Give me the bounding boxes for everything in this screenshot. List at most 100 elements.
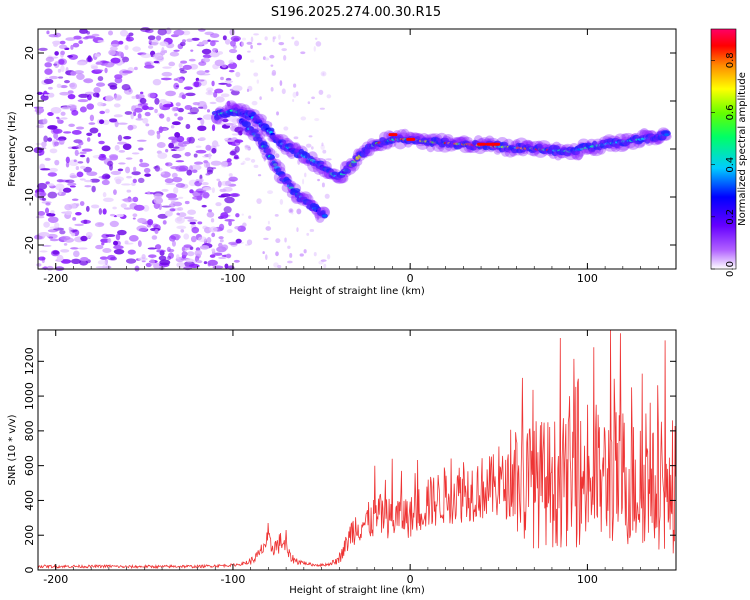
- noise-blob: [256, 79, 260, 84]
- noise-blob: [122, 70, 133, 74]
- noise-blob: [136, 139, 147, 142]
- noise-blob: [284, 237, 287, 243]
- noise-blob: [315, 41, 322, 47]
- noise-blob: [197, 221, 203, 225]
- noise-blob: [246, 88, 250, 92]
- trace-body: [326, 168, 334, 173]
- noise-blob: [274, 153, 280, 159]
- noise-blob: [132, 217, 136, 220]
- noise-blob: [176, 212, 180, 216]
- noise-blob: [321, 182, 325, 188]
- noise-blob: [142, 105, 149, 111]
- noise-blob: [202, 104, 208, 110]
- noise-blob: [291, 36, 295, 40]
- noise-blob: [42, 244, 52, 247]
- noise-blob: [271, 69, 277, 76]
- noise-blob: [38, 256, 46, 261]
- noise-blob: [124, 242, 134, 245]
- noise-blob: [71, 258, 81, 265]
- colorbar: 0.0 0.2 0.4 0.6 0.8 Normalized spectral ampl…: [710, 28, 748, 277]
- noise-blob: [207, 209, 213, 213]
- noise-blob: [71, 130, 82, 135]
- noise-blob: [233, 37, 240, 42]
- noise-blob: [137, 113, 142, 120]
- noise-blob: [116, 51, 124, 57]
- noise-blob: [58, 188, 62, 195]
- noise-blob: [229, 88, 234, 92]
- noise-blob: [185, 123, 191, 130]
- noise-blob: [65, 179, 75, 184]
- noise-blob: [74, 223, 84, 227]
- noise-blob: [155, 35, 162, 41]
- noise-blob: [80, 256, 89, 262]
- noise-blob: [184, 151, 191, 157]
- noise-blob: [94, 53, 101, 58]
- noise-blob: [98, 119, 105, 125]
- noise-blob: [221, 244, 229, 251]
- noise-blob: [244, 157, 251, 161]
- noise-blob: [116, 141, 127, 145]
- noise-blob: [113, 103, 121, 108]
- noise-blob: [85, 205, 90, 212]
- noise-blob: [161, 71, 173, 77]
- noise-blob: [115, 233, 121, 241]
- noise-blob: [209, 101, 217, 105]
- noise-blob: [75, 166, 80, 171]
- noise-blob: [183, 233, 190, 240]
- noise-blob: [181, 94, 186, 100]
- noise-blob: [190, 164, 202, 171]
- noise-blob: [133, 204, 145, 211]
- noise-blob: [201, 182, 209, 186]
- noise-blob: [173, 187, 179, 194]
- noise-blob: [284, 137, 291, 142]
- noise-blob: [171, 121, 181, 126]
- noise-blob: [153, 60, 160, 64]
- noise-blob: [192, 195, 203, 200]
- noise-blob: [179, 70, 188, 74]
- noise-blob: [168, 142, 175, 149]
- trace-peak: [406, 137, 416, 141]
- noise-blob: [234, 145, 240, 153]
- noise-blob: [211, 147, 217, 154]
- noise-blob: [212, 265, 224, 269]
- noise-blob: [84, 179, 93, 183]
- noise-blob: [206, 87, 214, 92]
- noise-blob: [98, 208, 103, 215]
- noise-blob: [95, 266, 107, 269]
- noise-blob: [222, 118, 229, 123]
- noise-blob: [278, 34, 281, 40]
- noise-blob: [109, 220, 119, 228]
- noise-blob: [171, 153, 182, 159]
- noise-blob: [178, 62, 183, 68]
- snr-x-ticks: -200 -100 0 100: [37, 330, 677, 586]
- snr-y-tick-label: 200: [23, 525, 36, 546]
- noise-blob: [46, 212, 56, 217]
- noise-blob: [230, 193, 241, 198]
- noise-blob: [320, 259, 327, 262]
- snr-x-tick-label: -100: [220, 573, 245, 586]
- noise-blob: [132, 178, 137, 184]
- noise-blob: [273, 150, 278, 155]
- noise-blob: [198, 178, 203, 184]
- noise-blob: [259, 96, 262, 101]
- colorbar-label: Normalized spectral amplitude: [737, 72, 748, 226]
- noise-blob: [220, 212, 229, 219]
- noise-blob: [218, 256, 227, 260]
- noise-blob: [67, 182, 77, 186]
- noise-blob: [224, 180, 232, 186]
- noise-blob: [190, 235, 197, 243]
- noise-blob: [244, 147, 251, 151]
- noise-blob: [302, 178, 305, 185]
- noise-blob: [123, 135, 132, 140]
- noise-blob: [104, 174, 111, 179]
- noise-blob: [175, 160, 185, 163]
- spectrogram-x-tick-label: 0: [407, 272, 414, 285]
- noise-blob: [73, 250, 80, 258]
- noise-blob: [319, 107, 325, 110]
- noise-blob: [228, 59, 234, 65]
- snr-y-tick-label: 1000: [23, 382, 36, 410]
- noise-blob: [157, 213, 168, 219]
- noise-blob: [147, 218, 154, 226]
- noise-blob: [186, 169, 193, 176]
- noise-blob: [292, 98, 295, 103]
